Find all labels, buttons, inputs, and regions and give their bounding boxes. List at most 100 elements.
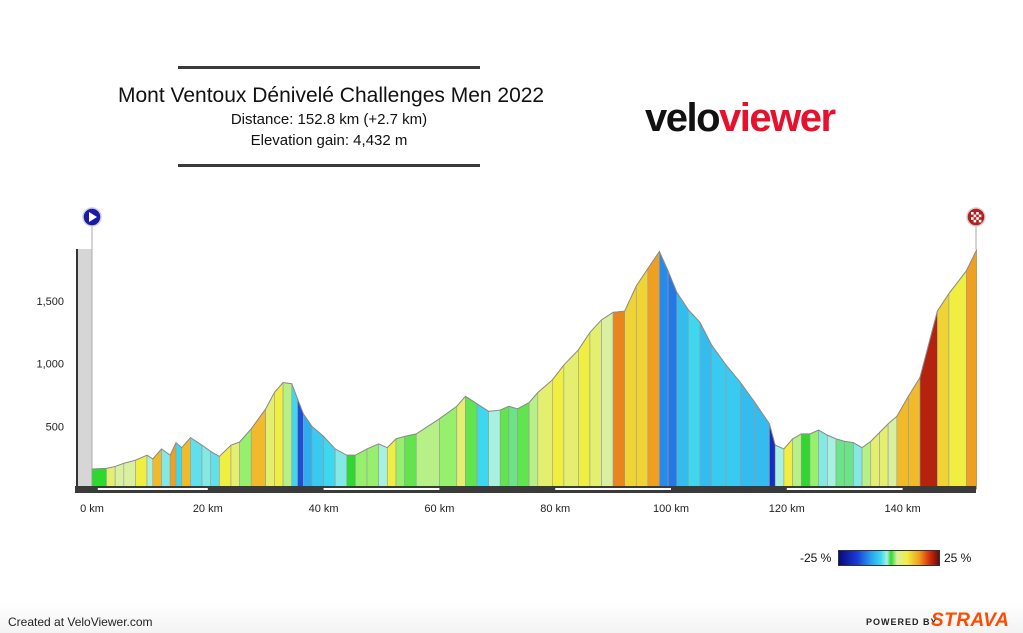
- profile-segment: [937, 292, 950, 490]
- profile-segment: [201, 444, 211, 490]
- profile-segment: [366, 443, 379, 490]
- profile-segment: [896, 395, 909, 490]
- profile-segment: [635, 267, 649, 490]
- profile-segment: [676, 291, 689, 490]
- profile-segment: [827, 434, 837, 490]
- profile-segment: [175, 441, 183, 490]
- checkered-square: [976, 212, 979, 215]
- gradient-legend-bar: [838, 550, 940, 566]
- page-title: Mont Ventoux Dénivelé Challenges Men 202…: [118, 84, 545, 107]
- start-column: [77, 249, 92, 489]
- footer-bar: [0, 602, 1023, 633]
- profile-segment: [404, 433, 417, 490]
- profile-segment: [853, 442, 863, 490]
- y-tick-label: 500: [46, 421, 64, 433]
- profile-segment: [135, 454, 148, 490]
- profile-segment: [552, 364, 565, 490]
- profile-segment: [818, 429, 828, 490]
- profile-segment: [378, 443, 388, 490]
- x-tick-label: 60 km: [424, 503, 454, 515]
- checkered-square: [978, 219, 982, 223]
- profile-segment: [948, 270, 967, 490]
- play-icon-glyph: [89, 212, 97, 222]
- profile-segment: [282, 382, 293, 490]
- profile-segment: [578, 331, 591, 490]
- profile-segment: [601, 311, 614, 490]
- profile-segment: [725, 364, 741, 490]
- header-top-rule: [178, 66, 480, 69]
- profile-segment: [123, 459, 136, 490]
- profile-segment: [239, 428, 252, 490]
- profile-segment: [919, 310, 938, 490]
- profile-segment: [844, 441, 854, 490]
- y-tick-label: 1,000: [36, 359, 64, 371]
- profile-segment: [528, 391, 539, 490]
- profile-segment: [659, 251, 669, 490]
- profile-segment: [250, 407, 267, 490]
- profile-segment: [624, 285, 637, 490]
- profile-segment: [563, 349, 579, 490]
- profile-segment: [887, 415, 898, 490]
- profile-segment: [346, 454, 356, 490]
- profile-segment: [517, 402, 530, 490]
- distance-axis-stripe: [555, 488, 671, 490]
- profile-segment: [754, 401, 770, 490]
- profile-segment: [774, 444, 785, 490]
- profile-segment: [439, 405, 458, 490]
- profile-segment: [334, 448, 348, 490]
- profile-segment: [456, 395, 466, 490]
- profile-segment: [792, 433, 802, 490]
- x-tick-label: 140 km: [885, 503, 921, 515]
- profile-segment: [870, 431, 880, 490]
- profile-segment: [146, 454, 154, 490]
- created-at-link[interactable]: Created at VeloViewer.com: [8, 615, 153, 629]
- profile-segment: [181, 436, 191, 490]
- profile-segment: [210, 450, 220, 490]
- x-tick-label: 40 km: [309, 503, 339, 515]
- profile-segment: [612, 310, 625, 490]
- profile-segment: [499, 405, 510, 490]
- x-tick-label: 80 km: [540, 503, 570, 515]
- distance-axis-stripe: [97, 488, 208, 490]
- checkered-square: [973, 214, 977, 218]
- legend-min-label: -25 %: [800, 551, 832, 565]
- powered-by-label: POWERED BY: [866, 617, 938, 627]
- profile-segment: [476, 403, 489, 490]
- strava-logo[interactable]: STRAVA: [931, 610, 1010, 631]
- elevation-profile-chart: 0 km 20 km 40 km 60 km 80 km 100 km 120 km 140 …: [36, 207, 986, 515]
- profile-segment: [688, 309, 701, 490]
- x-tick-label: 100 km: [653, 503, 689, 515]
- profile-segment: [589, 319, 602, 490]
- profile-segment: [537, 379, 553, 490]
- profile-segment: [355, 448, 368, 490]
- profile-segment: [291, 383, 298, 490]
- profile-segment: [274, 381, 284, 490]
- profile-segment: [106, 466, 116, 490]
- profile-segment: [323, 435, 336, 490]
- distance-axis-stripe: [323, 488, 440, 490]
- profile-segment: [395, 435, 405, 490]
- profile-segment: [783, 438, 793, 490]
- profile-segment: [667, 270, 678, 490]
- profile-segment: [965, 249, 978, 490]
- profile-segment: [800, 433, 811, 490]
- profile-segment: [711, 343, 727, 490]
- profile-segment: [465, 395, 478, 490]
- profile-segment: [415, 418, 440, 490]
- distance-axis-stripe: [786, 488, 903, 490]
- elevation-gain-label: Elevation gain: 4,432 m: [250, 132, 408, 149]
- profile-segment: [190, 437, 203, 490]
- distance-axis-band: [75, 486, 976, 493]
- profile-segment: [809, 429, 819, 490]
- checkered-square: [971, 217, 974, 220]
- checkered-square: [971, 212, 974, 215]
- profile-segment: [647, 250, 660, 490]
- logo-part-velo: velo: [645, 96, 721, 140]
- profile-segment: [230, 441, 240, 490]
- logo-part-viewer: viewer: [719, 96, 836, 140]
- header-bottom-rule: [178, 164, 480, 167]
- distance-label: Distance: 152.8 km (+2.7 km): [230, 111, 428, 128]
- profile-segment: [699, 322, 712, 490]
- veloviewer-logo[interactable]: veloviewer: [645, 96, 836, 141]
- profile-segment: [861, 440, 872, 490]
